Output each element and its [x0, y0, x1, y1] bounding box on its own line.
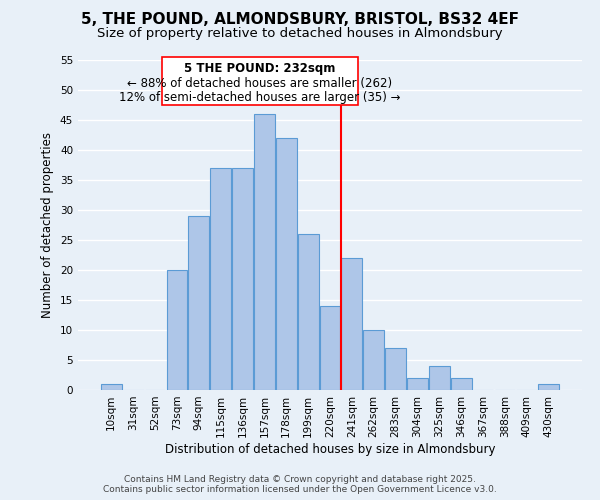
Bar: [298, 234, 319, 390]
Bar: [364, 330, 384, 390]
Bar: [276, 138, 296, 390]
Text: 5 THE POUND: 232sqm: 5 THE POUND: 232sqm: [184, 62, 336, 76]
X-axis label: Distribution of detached houses by size in Almondsbury: Distribution of detached houses by size …: [165, 442, 495, 456]
Y-axis label: Number of detached properties: Number of detached properties: [41, 132, 55, 318]
Bar: [101, 384, 122, 390]
Bar: [232, 168, 253, 390]
Bar: [210, 168, 231, 390]
FancyBboxPatch shape: [161, 57, 358, 105]
Text: Contains HM Land Registry data © Crown copyright and database right 2025.
Contai: Contains HM Land Registry data © Crown c…: [103, 474, 497, 494]
Bar: [188, 216, 209, 390]
Bar: [167, 270, 187, 390]
Bar: [341, 258, 362, 390]
Text: ← 88% of detached houses are smaller (262): ← 88% of detached houses are smaller (26…: [127, 77, 392, 90]
Bar: [451, 378, 472, 390]
Bar: [385, 348, 406, 390]
Bar: [407, 378, 428, 390]
Text: Size of property relative to detached houses in Almondsbury: Size of property relative to detached ho…: [97, 28, 503, 40]
Bar: [320, 306, 340, 390]
Bar: [538, 384, 559, 390]
Bar: [254, 114, 275, 390]
Bar: [429, 366, 450, 390]
Text: 5, THE POUND, ALMONDSBURY, BRISTOL, BS32 4EF: 5, THE POUND, ALMONDSBURY, BRISTOL, BS32…: [81, 12, 519, 28]
Text: 12% of semi-detached houses are larger (35) →: 12% of semi-detached houses are larger (…: [119, 91, 401, 104]
